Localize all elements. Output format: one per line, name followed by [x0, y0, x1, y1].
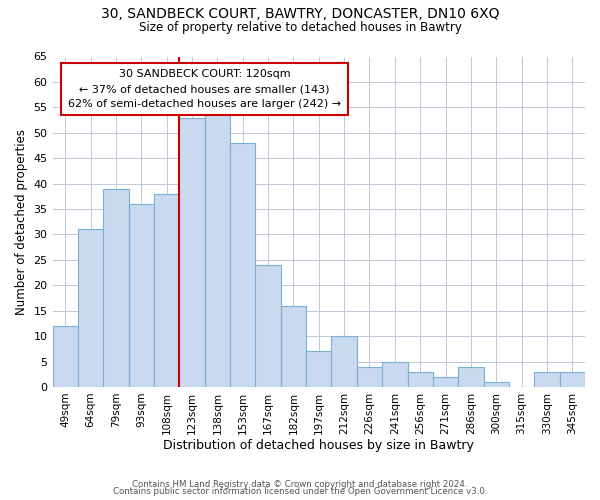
- Bar: [281, 306, 306, 387]
- Text: 30, SANDBECK COURT, BAWTRY, DONCASTER, DN10 6XQ: 30, SANDBECK COURT, BAWTRY, DONCASTER, D…: [101, 8, 499, 22]
- Bar: [331, 336, 357, 387]
- Bar: [154, 194, 179, 387]
- Bar: [407, 372, 433, 387]
- Bar: [484, 382, 509, 387]
- Text: Contains HM Land Registry data © Crown copyright and database right 2024.: Contains HM Land Registry data © Crown c…: [132, 480, 468, 489]
- X-axis label: Distribution of detached houses by size in Bawtry: Distribution of detached houses by size …: [163, 440, 474, 452]
- Bar: [458, 366, 484, 387]
- Bar: [78, 230, 103, 387]
- Text: Size of property relative to detached houses in Bawtry: Size of property relative to detached ho…: [139, 22, 461, 35]
- Bar: [382, 362, 407, 387]
- Bar: [128, 204, 154, 387]
- Bar: [306, 352, 331, 387]
- Bar: [103, 188, 128, 387]
- Bar: [256, 265, 281, 387]
- Bar: [433, 377, 458, 387]
- Bar: [357, 366, 382, 387]
- Bar: [560, 372, 585, 387]
- Bar: [534, 372, 560, 387]
- Bar: [230, 143, 256, 387]
- Y-axis label: Number of detached properties: Number of detached properties: [15, 128, 28, 314]
- Text: 30 SANDBECK COURT: 120sqm
← 37% of detached houses are smaller (143)
62% of semi: 30 SANDBECK COURT: 120sqm ← 37% of detac…: [68, 69, 341, 109]
- Bar: [205, 112, 230, 387]
- Bar: [53, 326, 78, 387]
- Text: Contains public sector information licensed under the Open Government Licence v3: Contains public sector information licen…: [113, 487, 487, 496]
- Bar: [179, 118, 205, 387]
